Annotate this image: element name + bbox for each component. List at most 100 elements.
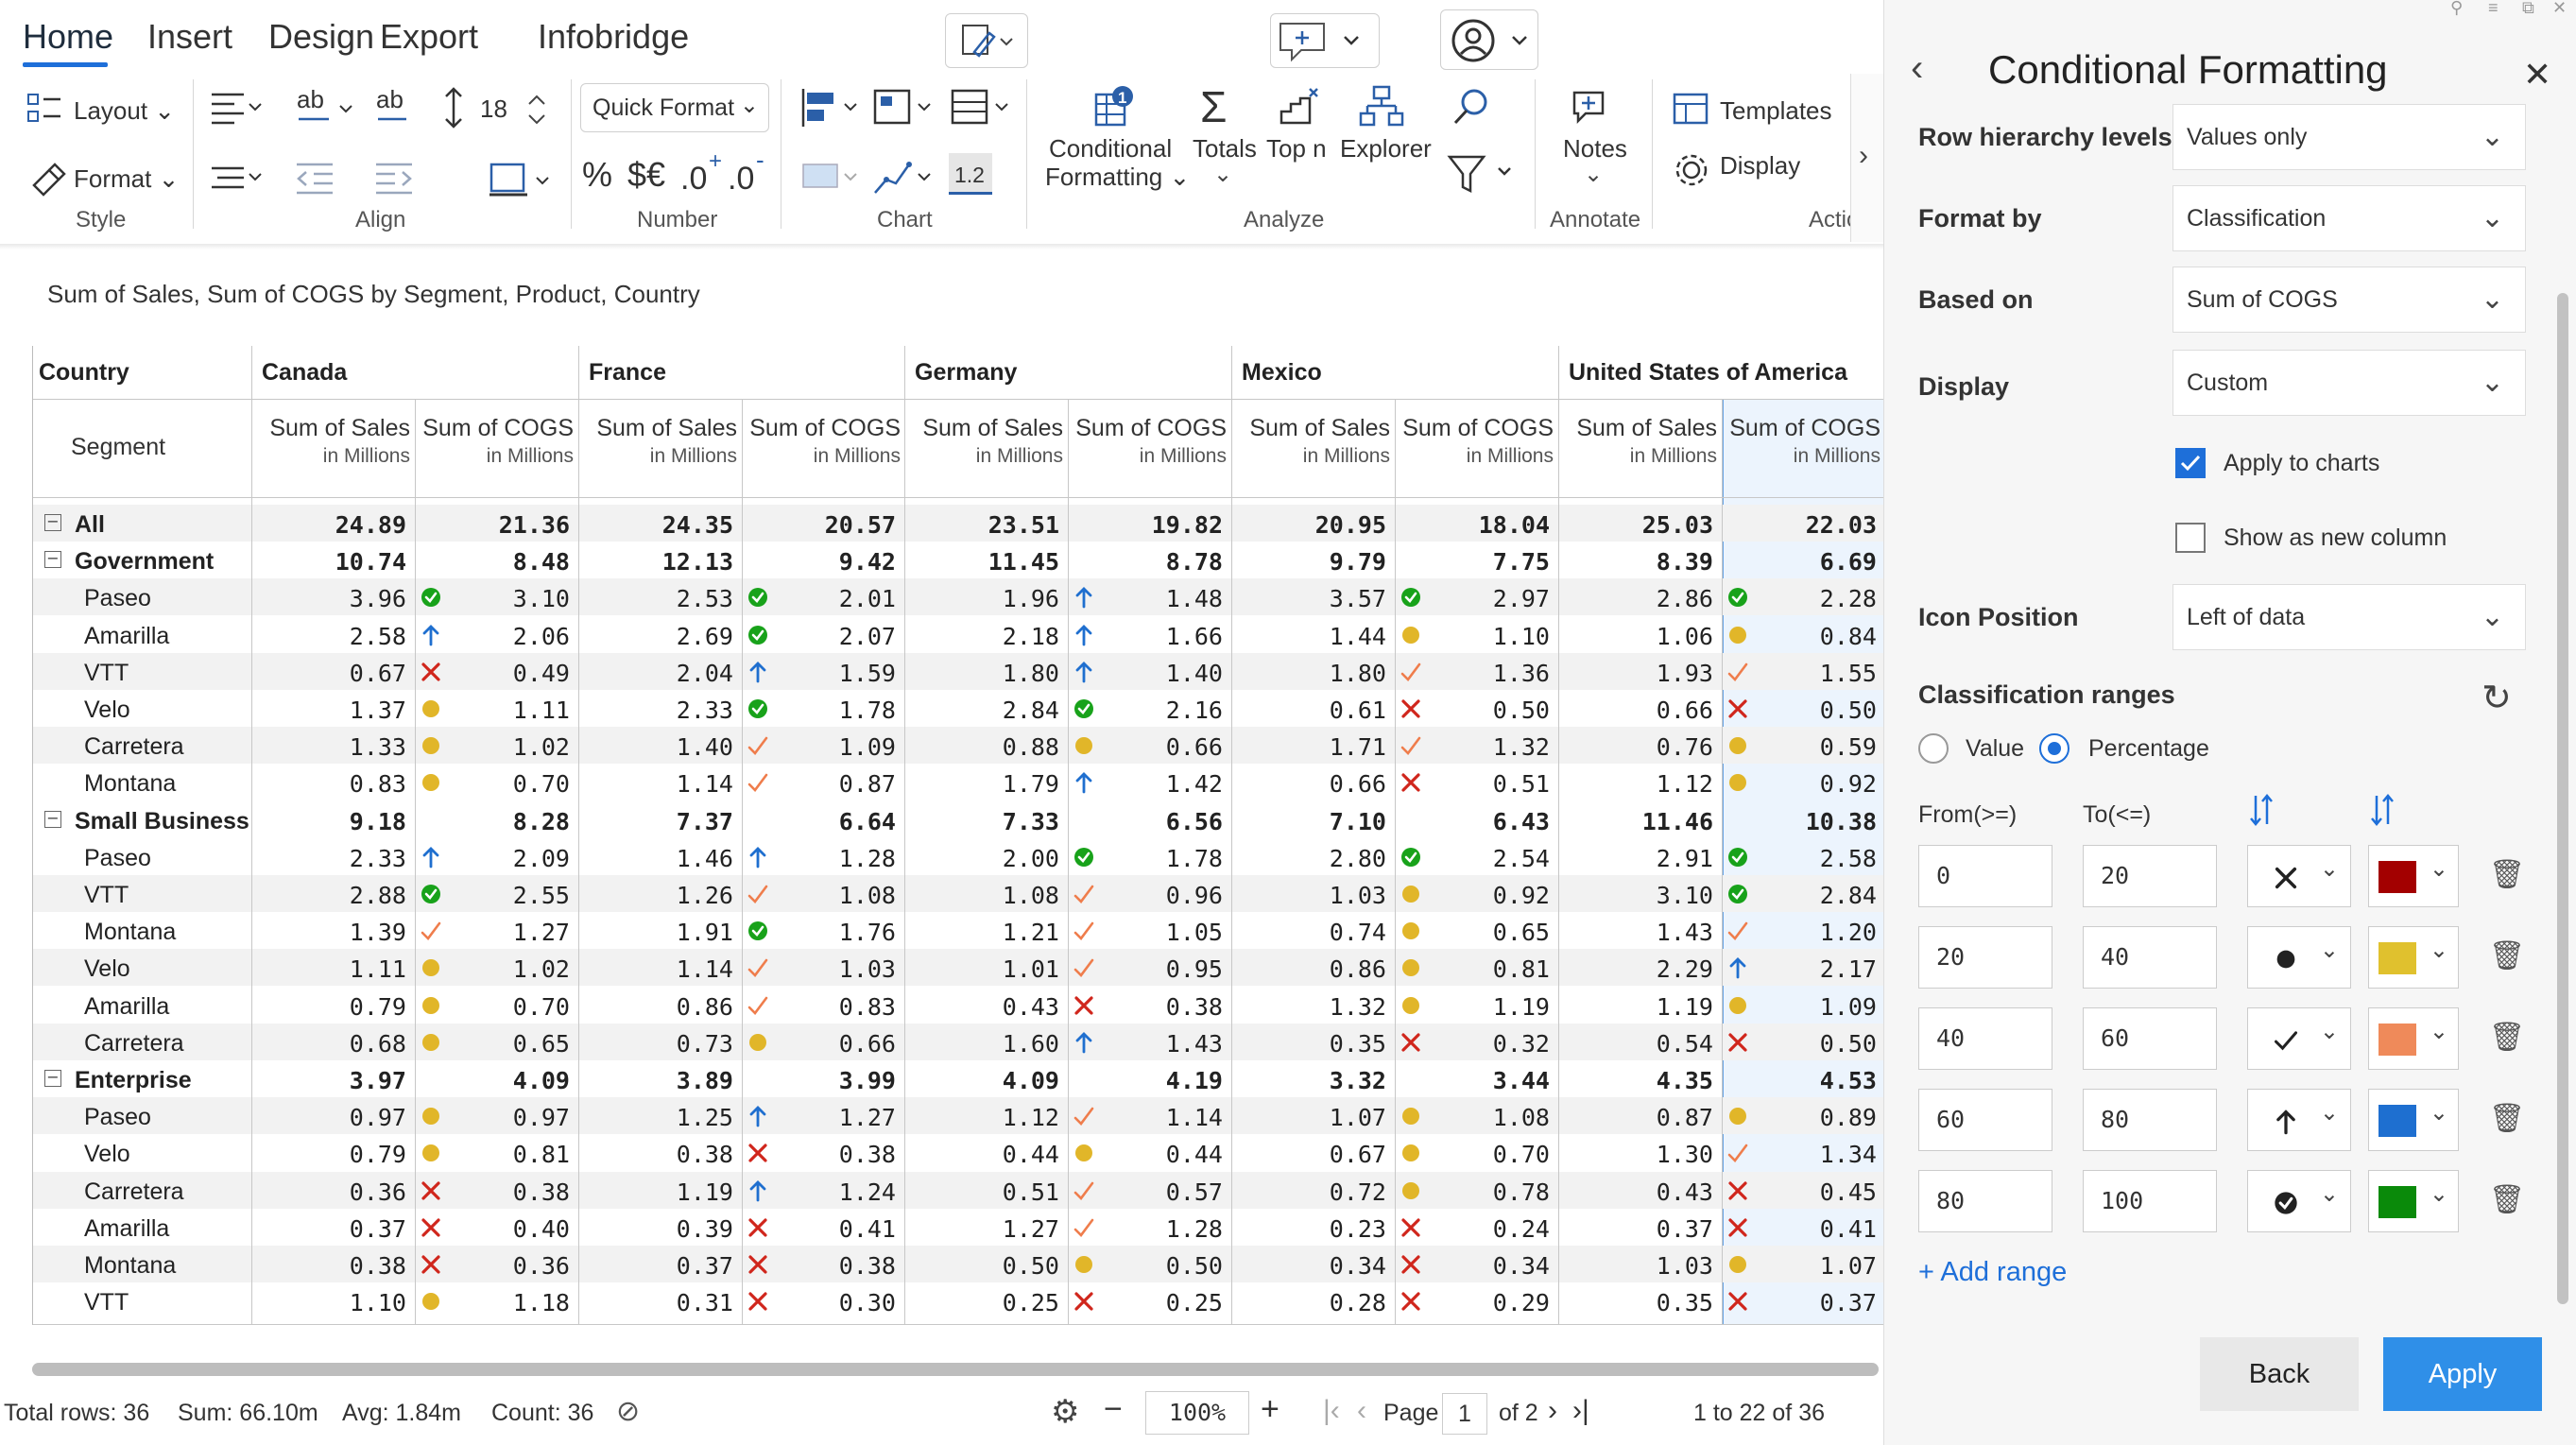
prev-page-icon[interactable]: ‹ [1357, 1395, 1366, 1426]
page-input[interactable]: 1 [1442, 1393, 1487, 1435]
cell-value[interactable]: 0.50 [1165, 1252, 1223, 1280]
cell-value[interactable]: 0.67 [349, 660, 406, 687]
cell-value[interactable]: 0.34 [1492, 1252, 1550, 1280]
cell-value[interactable]: 2.28 [1819, 585, 1877, 612]
conditional-formatting-button[interactable]: 1 Conditional Formatting ⌄ [1043, 81, 1190, 195]
country-header-0[interactable]: Canada [262, 359, 348, 386]
cell-value[interactable]: 1.02 [512, 733, 570, 761]
cell-value[interactable]: 2.54 [1492, 845, 1550, 872]
cell-value[interactable]: 0.87 [1656, 1104, 1713, 1131]
ribbon-scroll-right[interactable]: › [1850, 74, 1883, 242]
account-button[interactable] [1440, 9, 1538, 70]
row-height-icon[interactable] [442, 85, 465, 132]
next-page-icon[interactable]: › [1548, 1395, 1557, 1426]
cell-value[interactable]: 9.79 [1329, 548, 1386, 576]
cell-value[interactable]: 2.86 [1656, 585, 1713, 612]
layout-button[interactable]: Layout ⌄ [74, 96, 176, 125]
add-range-button[interactable]: + Add range [1918, 1257, 2068, 1287]
search-icon[interactable] [1448, 85, 1495, 132]
trash-icon[interactable]: 🗑 [2489, 1103, 2526, 1134]
cell-value[interactable]: 4.09 [1002, 1067, 1059, 1094]
table-row[interactable]: Velo 1.37 1.11 2.33 1.78 2.84 2.16 0.61 0.50 0.66… [33, 690, 1886, 727]
cell-value[interactable]: 1.08 [838, 882, 896, 909]
cell-value[interactable]: 0.72 [1329, 1178, 1386, 1206]
cell-value[interactable]: 0.30 [838, 1289, 896, 1316]
cell-value[interactable]: 1.91 [676, 919, 733, 946]
display-select[interactable]: Custom ⌄ [2172, 350, 2526, 416]
cell-value[interactable]: 20.57 [824, 511, 896, 539]
cell-value[interactable]: 9.18 [349, 808, 406, 835]
range-to-input[interactable]: 20 [2083, 845, 2217, 907]
cell-value[interactable]: 0.66 [1165, 733, 1223, 761]
country-header-4[interactable]: United States of America [1569, 359, 1847, 386]
cell-value[interactable]: 8.39 [1656, 548, 1713, 576]
cell-value[interactable]: 3.10 [512, 585, 570, 612]
cell-value[interactable]: 0.38 [838, 1141, 896, 1168]
zoom-in-button[interactable]: + [1261, 1391, 1279, 1427]
group-row[interactable]: − Enterprise 3.97 4.09 3.89 3.99 4.09 4.19 3.32 3… [33, 1060, 1886, 1097]
indent-increase-icon[interactable] [374, 159, 416, 197]
currency-format-button[interactable]: $€ [627, 155, 666, 194]
cell-value[interactable]: 1.93 [1656, 660, 1713, 687]
quick-format-dropdown[interactable]: Quick Format ⌄ [580, 83, 769, 132]
cell-value[interactable]: 0.70 [1492, 1141, 1550, 1168]
cell-value[interactable]: 0.50 [1002, 1252, 1059, 1280]
cell-value[interactable]: 1.80 [1329, 660, 1386, 687]
cell-value[interactable]: 2.97 [1492, 585, 1550, 612]
cell-value[interactable]: 1.39 [349, 919, 406, 946]
cell-value[interactable]: 1.48 [1165, 585, 1223, 612]
hide-icon[interactable]: ⊘ [616, 1396, 641, 1427]
cell-value[interactable]: 2.33 [349, 845, 406, 872]
cell-value[interactable]: 1.71 [1329, 733, 1386, 761]
cell-value[interactable]: 0.79 [349, 993, 406, 1021]
cell-value[interactable]: 0.31 [676, 1289, 733, 1316]
cell-value[interactable]: 2.33 [676, 697, 733, 724]
cell-value[interactable]: 1.08 [1002, 882, 1059, 909]
increase-decimal-icon[interactable]: .0 + [678, 151, 726, 197]
cell-value[interactable]: 0.38 [676, 1141, 733, 1168]
group-row[interactable]: − All 24.89 21.36 24.35 20.57 23.51 19.82 20.95 1… [33, 505, 1886, 542]
cell-value[interactable]: 4.53 [1819, 1067, 1877, 1094]
zoom-level[interactable]: 100% [1145, 1391, 1249, 1435]
cell-value[interactable]: 0.41 [1819, 1215, 1877, 1243]
cell-value[interactable]: 1.96 [1002, 585, 1059, 612]
range-icon-select[interactable]: ⌄ [2247, 926, 2351, 989]
panel-scrollbar[interactable] [2557, 293, 2568, 1304]
cell-value[interactable]: 0.51 [1492, 770, 1550, 798]
cell-value[interactable]: 4.09 [512, 1067, 570, 1094]
range-color-select[interactable]: ⌄ [2368, 1170, 2459, 1232]
cell-value[interactable]: 0.86 [676, 993, 733, 1021]
cell-value[interactable]: 1.27 [1002, 1215, 1059, 1243]
cell-value[interactable]: 1.43 [1656, 919, 1713, 946]
border-icon[interactable] [488, 159, 563, 200]
cell-value[interactable]: 11.46 [1641, 808, 1713, 835]
cell-value[interactable]: 1.10 [349, 1289, 406, 1316]
cell-value[interactable]: 1.32 [1492, 733, 1550, 761]
cell-value[interactable]: 3.99 [838, 1067, 896, 1094]
measure-header-8[interactable]: Sum of Sales in Millions [1559, 414, 1717, 471]
cell-value[interactable]: 0.37 [676, 1252, 733, 1280]
cell-value[interactable]: 0.25 [1165, 1289, 1223, 1316]
horizontal-scrollbar[interactable] [32, 1363, 1879, 1376]
cell-value[interactable]: 2.84 [1819, 882, 1877, 909]
table-row[interactable]: VTT 0.67 0.49 2.04 1.59 1.80 1.40 1.80 1.36 1.93 1… [33, 653, 1886, 690]
cell-value[interactable]: 1.01 [1002, 955, 1059, 983]
cell-value[interactable]: 1.78 [1165, 845, 1223, 872]
cell-value[interactable]: 7.75 [1492, 548, 1550, 576]
cell-value[interactable]: 0.38 [512, 1178, 570, 1206]
cell-value[interactable]: 0.41 [838, 1215, 896, 1243]
cell-value[interactable]: 0.97 [512, 1104, 570, 1131]
cell-value[interactable]: 25.03 [1641, 511, 1713, 539]
comment-button[interactable] [1270, 13, 1380, 68]
cell-value[interactable]: 0.66 [1656, 697, 1713, 724]
table-row[interactable]: Paseo 3.96 3.10 2.53 2.01 1.96 1.48 3.57 2.97 2.8… [33, 578, 1886, 615]
cell-value[interactable]: 1.30 [1656, 1141, 1713, 1168]
align-bottom-icon[interactable] [210, 159, 266, 197]
cell-value[interactable]: 3.97 [349, 1067, 406, 1094]
cell-value[interactable]: 2.69 [676, 623, 733, 650]
cell-value[interactable]: 0.43 [1002, 993, 1059, 1021]
range-color-select[interactable]: ⌄ [2368, 926, 2459, 989]
chart-layout-icon[interactable] [871, 85, 937, 130]
range-to-input[interactable]: 100 [2083, 1170, 2217, 1232]
sparkline-icon[interactable] [871, 155, 937, 200]
